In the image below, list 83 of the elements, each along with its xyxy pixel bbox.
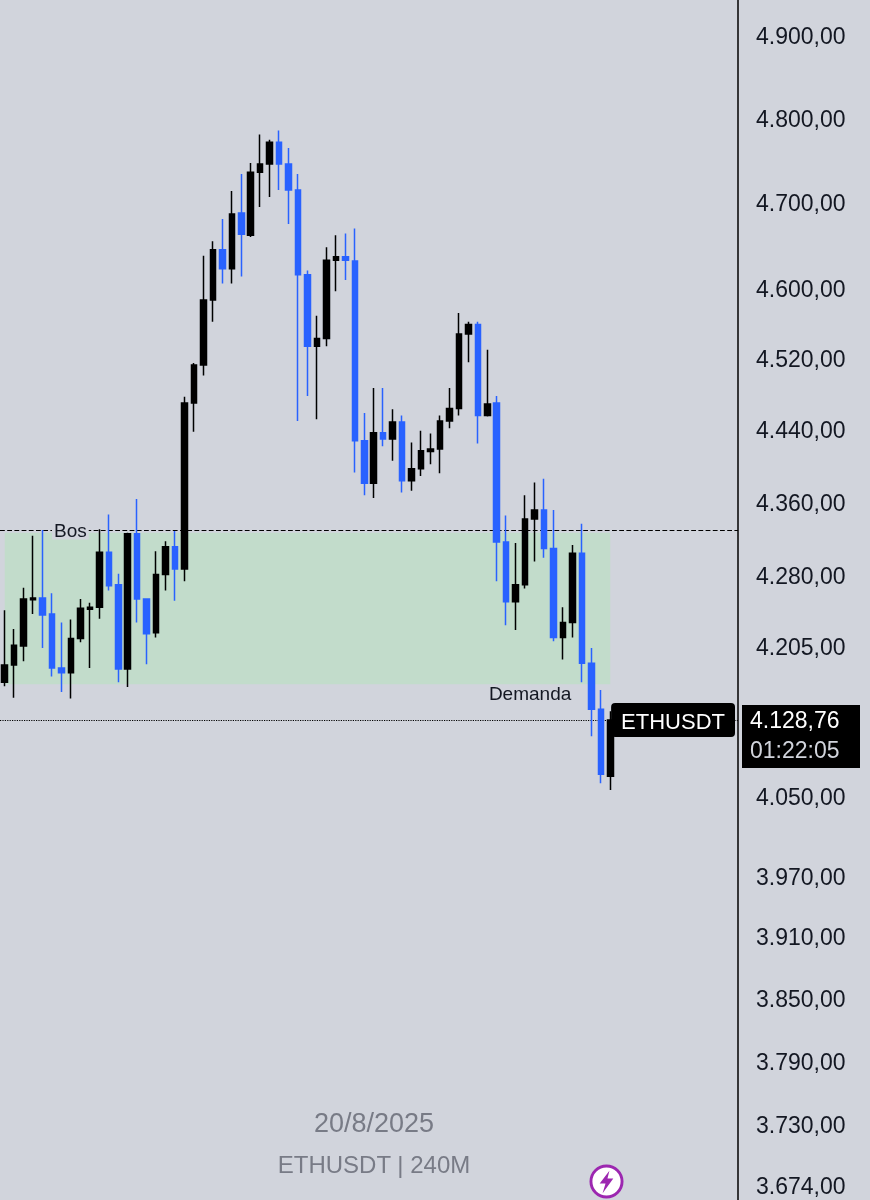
candlestick	[597, 689, 605, 784]
candlestick	[455, 312, 463, 417]
y-tick-label: 4.360,00	[756, 489, 846, 516]
candlestick	[256, 133, 264, 208]
candlestick	[426, 432, 435, 466]
candlestick	[142, 598, 151, 665]
candlestick	[407, 441, 416, 492]
candlestick	[190, 362, 198, 433]
candlestick	[417, 430, 425, 477]
y-tick-label: 4.520,00	[756, 345, 846, 372]
candlestick	[218, 218, 227, 285]
candlestick	[464, 321, 473, 363]
candlestick	[436, 414, 444, 475]
candlestick	[294, 173, 302, 422]
candlestick	[10, 628, 18, 699]
candlestick	[275, 129, 283, 191]
candlestick	[284, 147, 293, 225]
candlestick	[379, 387, 387, 447]
candlestick	[76, 598, 85, 644]
candlestick	[341, 232, 350, 281]
candlestick	[492, 395, 501, 582]
candlestick	[67, 618, 75, 700]
candlestick	[388, 408, 397, 462]
candlestick	[332, 234, 340, 293]
candlestick	[246, 162, 255, 238]
candlestick	[313, 314, 321, 420]
candlestick	[398, 414, 406, 494]
y-tick-label: 4.600,00	[756, 275, 846, 302]
candlestick	[29, 534, 37, 615]
candlestick	[57, 621, 66, 693]
candlestick	[199, 255, 208, 377]
candlestick	[540, 478, 548, 559]
ref-line-label: 4.128,76	[750, 707, 840, 734]
candlestick	[228, 190, 236, 285]
candlestick	[568, 544, 577, 639]
y-tick-label: 3.730,00	[756, 1112, 846, 1139]
candlestick	[237, 173, 246, 278]
y-tick-label: 4.800,00	[756, 105, 846, 132]
y-tick-label: 3.970,00	[756, 863, 846, 890]
ref-line-label: Bos	[54, 519, 87, 541]
candlestick	[38, 529, 47, 649]
candlestick	[351, 227, 359, 474]
y-tick-label: 4.700,00	[756, 189, 846, 216]
y-tick-label: 4.050,00	[756, 783, 846, 810]
candlestick	[86, 601, 94, 669]
candlestick	[303, 269, 312, 397]
annotation: ETHUSDT	[621, 708, 725, 734]
candlestick	[369, 387, 378, 499]
y-tick-label: 4.205,00	[756, 634, 846, 661]
candlestick	[322, 246, 331, 348]
candlestick	[549, 509, 558, 643]
candlestick	[502, 514, 510, 627]
text: 01:22:05	[750, 737, 840, 764]
y-tick-label: 4.900,00	[756, 23, 846, 50]
candlestick	[578, 522, 586, 684]
text: ETHUSDT | 240M	[277, 1150, 471, 1178]
candlestick	[445, 387, 454, 429]
candlestick	[114, 572, 123, 684]
y-tick-label: 4.280,00	[756, 563, 846, 590]
y-tick-label: 3.910,00	[756, 924, 846, 951]
candlestick	[19, 586, 28, 663]
candlestick	[48, 592, 56, 678]
band-label: Demanda	[488, 683, 572, 705]
candlestick	[123, 532, 132, 688]
text: 20/8/2025	[313, 1107, 435, 1138]
y-tick-label: 3.790,00	[756, 1048, 846, 1075]
candlestick	[152, 550, 160, 639]
candlestick	[360, 412, 369, 496]
candlestick	[133, 498, 141, 624]
candlestick	[171, 530, 179, 602]
candlestick	[0, 609, 9, 687]
candlestick	[559, 606, 567, 661]
candlestick	[474, 321, 482, 445]
candlestick	[511, 542, 520, 631]
y-tick-label: 3.674,00	[756, 1172, 846, 1199]
candlestick	[105, 513, 113, 592]
candlestick	[161, 540, 170, 592]
y-tick-label: 4.440,00	[756, 416, 846, 443]
candlestick	[265, 138, 274, 198]
candlestick	[209, 240, 217, 323]
y-tick-label: 3.850,00	[756, 986, 846, 1013]
candlestick	[587, 647, 596, 738]
candlestick	[483, 349, 492, 418]
